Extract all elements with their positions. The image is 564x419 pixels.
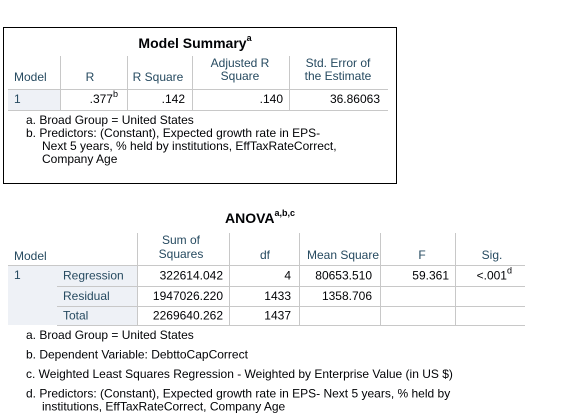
cell: .140 (260, 92, 284, 106)
cell: 1358.706 (322, 289, 372, 303)
footnote: institutions, EffTaxRateCorrect, Company… (42, 400, 286, 414)
model-summary-frame (3, 27, 397, 184)
footnote: Next 5 years, % held by institutions, Ef… (42, 139, 337, 153)
column-header: the Estimate (305, 69, 372, 83)
table-title-main: Model Summary (138, 35, 246, 51)
cell: 59.361 (412, 269, 449, 283)
footnote: d. Predictors: (Constant), Expected grow… (26, 387, 450, 401)
column-header: df (260, 248, 271, 262)
cell: 1433 (264, 289, 291, 303)
superscript: b (113, 89, 118, 99)
row-label: Total (63, 309, 88, 323)
footnote: b. Dependent Variable: DebttoCapCorrect (26, 348, 249, 362)
table-title-main: ANOVA (225, 210, 275, 226)
table-title: ANOVAa,b,c (225, 208, 295, 225)
cell: 2269640.262 (153, 309, 223, 323)
cell: 36.86063 (330, 92, 380, 106)
cell: .142 (162, 92, 186, 106)
cell: 80653.510 (315, 269, 372, 283)
column-header: F (418, 248, 425, 262)
footnote: Company Age (42, 152, 118, 166)
column-header: Squares (159, 247, 204, 261)
cell-main: <.001 (477, 269, 508, 283)
column-header: Sum of (162, 233, 201, 247)
column-header: R (86, 70, 95, 84)
superscript: d (507, 266, 512, 276)
row-label: Residual (63, 289, 110, 303)
cell: 1947026.220 (153, 289, 223, 303)
cell: 1437 (264, 309, 291, 323)
footnote: a. Broad Group = United States (26, 113, 194, 127)
footnote: a. Broad Group = United States (26, 328, 194, 342)
label-cell (8, 265, 57, 325)
column-header: Adjusted R (211, 56, 270, 70)
column-header: Model (14, 70, 47, 84)
column-header: Square (221, 69, 260, 83)
footnote: c. Weighted Least Squares Regression - W… (26, 367, 453, 381)
cell: 322614.042 (160, 269, 224, 283)
footnote: b. Predictors: (Constant), Expected grow… (26, 126, 320, 140)
cell: 4 (284, 269, 291, 283)
column-header: Model (14, 249, 47, 263)
cell: <.001d (477, 266, 512, 283)
column-header: Std. Error of (306, 56, 371, 70)
row-label: Regression (63, 269, 124, 283)
label-cell (57, 265, 137, 325)
superscript: a (247, 33, 253, 43)
column-header: Sig. (482, 248, 503, 262)
label-cell (8, 89, 60, 110)
row-label: 1 (14, 268, 21, 282)
row-label: 1 (14, 92, 21, 106)
column-header: R Square (133, 70, 184, 84)
cell-main: .377 (90, 92, 114, 106)
column-header: Mean Square (307, 248, 379, 262)
cell: .377b (90, 89, 118, 106)
superscript: a,b,c (275, 208, 296, 218)
table-title: Model Summarya (138, 33, 252, 50)
